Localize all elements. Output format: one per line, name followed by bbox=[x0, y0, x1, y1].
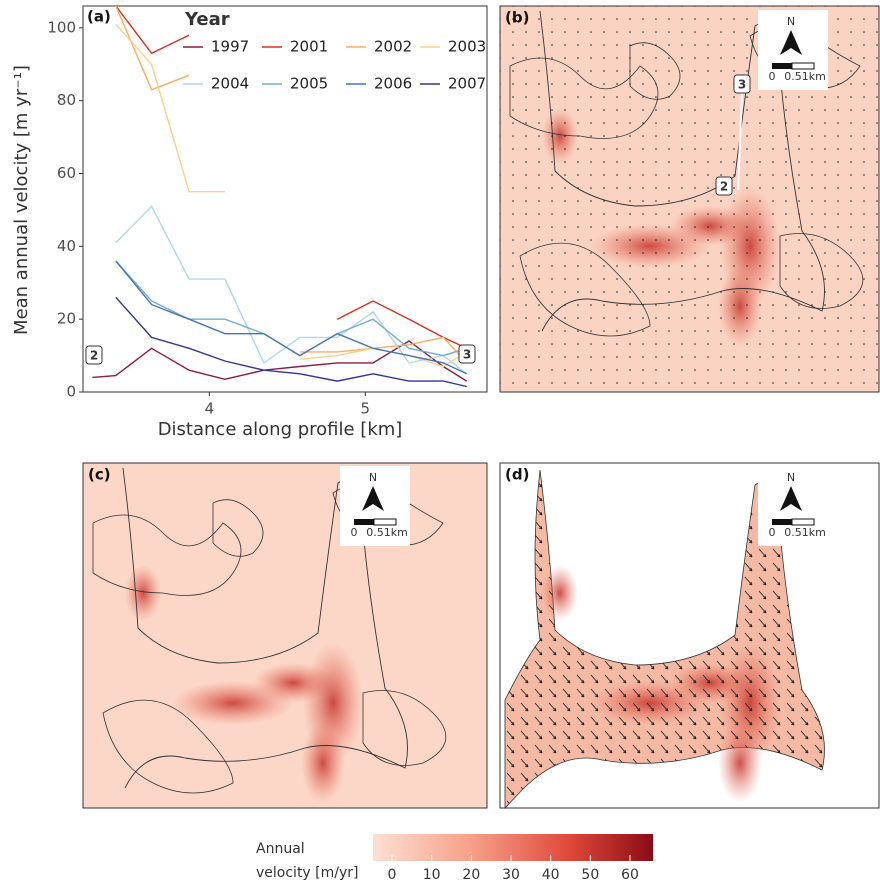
scale-bar-black bbox=[772, 519, 792, 525]
series-line bbox=[115, 6, 467, 349]
y-tick-label: 100 bbox=[47, 18, 76, 36]
marker-box bbox=[458, 344, 476, 364]
scale-bar-white bbox=[791, 518, 815, 526]
colorbar-tick-label: 0 bbox=[388, 867, 397, 883]
marker-box bbox=[85, 345, 103, 365]
contour bbox=[212, 499, 264, 557]
y-axis-label: Mean annual velocity [m yr⁻¹] bbox=[11, 65, 32, 335]
legend-label: 2001 bbox=[290, 38, 328, 56]
colorbar-tick-label: 50 bbox=[581, 867, 599, 883]
x-axis-label: Distance along profile [km] bbox=[158, 419, 403, 440]
scale-end: 0.51km bbox=[784, 70, 826, 83]
velocity-field bbox=[301, 723, 345, 803]
scale-bg bbox=[758, 466, 828, 546]
plot-frame bbox=[82, 5, 488, 393]
panel-label: (c) bbox=[88, 466, 111, 484]
marker-label: 3 bbox=[463, 348, 471, 362]
contour bbox=[102, 699, 234, 794]
panel-d: N 0 0.51km (d) bbox=[499, 462, 880, 810]
contour bbox=[362, 690, 447, 766]
panel-label: (a) bbox=[87, 8, 111, 26]
map-frame bbox=[82, 462, 488, 809]
x-tick-label: 5 bbox=[361, 400, 371, 418]
scale-end: 0.51km bbox=[366, 526, 408, 539]
x-tick-label: 4 bbox=[205, 400, 215, 418]
colorbar-label: velocity [m/yr] bbox=[256, 865, 358, 881]
legend-title: Year bbox=[184, 9, 230, 30]
legend-label: 2006 bbox=[374, 75, 412, 93]
scale-bg bbox=[758, 10, 828, 90]
legend-label: 2007 bbox=[448, 75, 486, 93]
colorbar-tick-label: 10 bbox=[423, 867, 441, 883]
scale-start: 0 bbox=[769, 526, 776, 539]
north-label: N bbox=[369, 471, 377, 484]
series-line bbox=[115, 6, 468, 364]
scale-bar-black bbox=[772, 63, 792, 69]
y-tick-label: 80 bbox=[57, 91, 76, 109]
legend-label: 2004 bbox=[211, 75, 249, 93]
map-bg bbox=[83, 463, 487, 808]
panel-c: N 0 0.51km (c) bbox=[82, 462, 488, 809]
y-tick-label: 0 bbox=[66, 383, 76, 401]
series-line bbox=[115, 296, 467, 388]
map-frame bbox=[499, 5, 880, 393]
scale-bar-white bbox=[791, 62, 815, 70]
y-tick-label: 40 bbox=[57, 237, 76, 255]
marker-label: 3 bbox=[738, 78, 746, 92]
colorbar-label: Annual bbox=[256, 841, 305, 857]
north-arrow bbox=[362, 486, 384, 511]
north-label: N bbox=[787, 15, 795, 28]
legend-label: 2002 bbox=[374, 38, 412, 56]
velocity-field bbox=[125, 565, 161, 621]
panel-label: (b) bbox=[505, 9, 529, 27]
y-tick-label: 60 bbox=[57, 164, 76, 182]
north-label: N bbox=[787, 471, 795, 484]
scale-bg bbox=[340, 466, 410, 546]
series-line bbox=[92, 340, 468, 382]
maps: 3 2 N 0 0.51km (b) N 0 0.51km (c) N 0 0.51km (d) bbox=[82, 5, 880, 810]
y-tick-label: 20 bbox=[57, 310, 76, 328]
marker-box bbox=[715, 176, 733, 196]
legend-label: 1997 bbox=[211, 38, 249, 56]
scale-start: 0 bbox=[351, 526, 358, 539]
profile-line bbox=[737, 91, 743, 191]
series-line bbox=[115, 205, 468, 375]
series-line bbox=[115, 260, 467, 375]
colorbar-tick-label: 20 bbox=[462, 867, 480, 883]
marker-box bbox=[733, 74, 751, 94]
legend-label: 2003 bbox=[448, 38, 486, 56]
colorbar-tick-label: 40 bbox=[542, 867, 560, 883]
panel-b: 3 2 N 0 0.51km (b) bbox=[499, 5, 880, 393]
colorbar-tick-label: 30 bbox=[502, 867, 520, 883]
panel-label: (d) bbox=[505, 466, 529, 484]
scale-start: 0 bbox=[769, 70, 776, 83]
legend-label: 2005 bbox=[290, 75, 328, 93]
lines bbox=[92, 6, 468, 388]
colorbar-tick-label: 60 bbox=[621, 867, 639, 883]
map-frame bbox=[499, 462, 880, 809]
marker-label: 2 bbox=[90, 349, 98, 363]
vector-arrows bbox=[505, 470, 825, 808]
scale-bar-white bbox=[373, 518, 397, 526]
north-arrow bbox=[780, 30, 802, 55]
marker-label: 2 bbox=[720, 180, 728, 194]
contour bbox=[92, 514, 242, 596]
north-arrow bbox=[780, 486, 802, 511]
scale-bar-black bbox=[354, 519, 374, 525]
scale-end: 0.51km bbox=[784, 526, 826, 539]
colorbar bbox=[373, 834, 653, 861]
